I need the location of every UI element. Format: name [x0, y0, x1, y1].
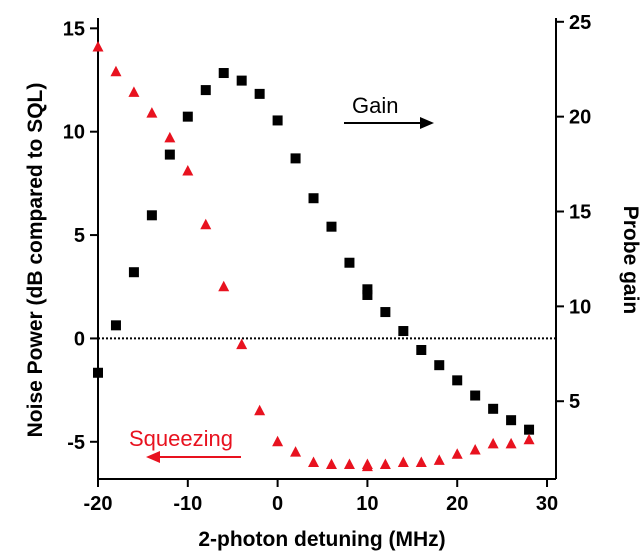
- gain-point: [308, 193, 319, 204]
- right-y-axis: 5 10 15 20 25: [556, 12, 591, 413]
- noise-point: [128, 86, 140, 97]
- gain-point: [344, 257, 355, 268]
- right-axis-title: Probe gain: [619, 206, 642, 315]
- gain-point: [416, 344, 427, 355]
- x-tick-label: -10: [173, 493, 202, 515]
- left-y-tick-label: -5: [67, 432, 85, 454]
- noise-point: [469, 444, 481, 455]
- noise-point: [451, 448, 463, 459]
- right-y-tick-label: 10: [569, 296, 591, 318]
- gain-point: [218, 68, 229, 79]
- noise-point: [397, 456, 409, 467]
- noise-point: [182, 164, 194, 176]
- noise-point: [361, 460, 373, 472]
- gain-point: [362, 284, 373, 295]
- plot-frame: [97, 18, 557, 480]
- gain-point: [524, 424, 535, 435]
- left-y-tick-label: 15: [63, 18, 85, 40]
- gain-point: [506, 415, 517, 426]
- left-axis-title: Noise Power (dB compared to SQL): [24, 83, 47, 438]
- gain-point: [434, 360, 445, 371]
- squeezing-annotation: Squeezing: [129, 426, 233, 451]
- noise-point: [110, 65, 122, 77]
- noise-point: [505, 437, 517, 449]
- gain-point: [182, 111, 193, 122]
- squeezing-arrow: [146, 451, 241, 463]
- gain-point: [452, 375, 463, 386]
- gain-point: [110, 320, 121, 331]
- noise-point: [487, 437, 499, 449]
- gain-arrow: [344, 117, 434, 129]
- right-y-tick-label: 15: [569, 202, 591, 224]
- gain-point: [362, 289, 373, 300]
- left-y-tick-label: 0: [74, 328, 85, 350]
- noise-point: [200, 218, 212, 230]
- probe-gain-series: [93, 68, 535, 435]
- noise-point: [272, 435, 284, 447]
- gain-point: [326, 221, 337, 232]
- gain-point: [128, 267, 139, 278]
- x-tick-label: 0: [272, 493, 283, 515]
- noise-point: [343, 458, 355, 470]
- left-y-tick-label: 5: [74, 225, 85, 247]
- right-y-tick-label: 5: [569, 391, 580, 413]
- gain-point: [93, 367, 103, 378]
- left-y-tick-label: 10: [63, 122, 85, 144]
- noise-power-series: [92, 40, 535, 472]
- noise-point: [290, 446, 302, 457]
- noise-point: [415, 456, 427, 467]
- noise-point: [218, 280, 230, 292]
- x-axis-title: 2-photon detuning (MHz): [198, 528, 445, 551]
- gain-point: [236, 75, 247, 86]
- left-y-axis: -5 0 5 10 15: [63, 18, 98, 454]
- gain-point: [398, 326, 409, 337]
- gain-point: [272, 115, 283, 126]
- gain-point: [380, 307, 391, 318]
- gain-point: [488, 403, 499, 414]
- noise-point: [308, 456, 320, 467]
- x-axis: -20 -10 0 10 20 30: [84, 479, 558, 515]
- right-y-tick-label: 20: [569, 107, 591, 129]
- noise-point: [379, 458, 391, 470]
- noise-point: [146, 107, 158, 118]
- noise-point: [236, 338, 248, 350]
- noise-point: [523, 433, 535, 445]
- noise-point: [433, 454, 445, 465]
- x-tick-label: -20: [84, 493, 113, 515]
- noise-point: [254, 404, 266, 416]
- gain-point: [290, 153, 301, 164]
- x-tick-label: 30: [536, 493, 558, 515]
- gain-point: [470, 390, 481, 401]
- noise-point: [92, 40, 104, 52]
- gain-point: [254, 88, 265, 99]
- gain-point: [146, 210, 157, 221]
- noise-point: [325, 458, 337, 470]
- gain-point: [200, 85, 211, 96]
- noise-point: [164, 131, 176, 143]
- gain-annotation: Gain: [352, 93, 398, 118]
- x-tick-label: 10: [356, 493, 378, 515]
- right-y-tick-label: 25: [569, 12, 591, 34]
- gain-point: [164, 149, 175, 160]
- x-tick-label: 20: [446, 493, 468, 515]
